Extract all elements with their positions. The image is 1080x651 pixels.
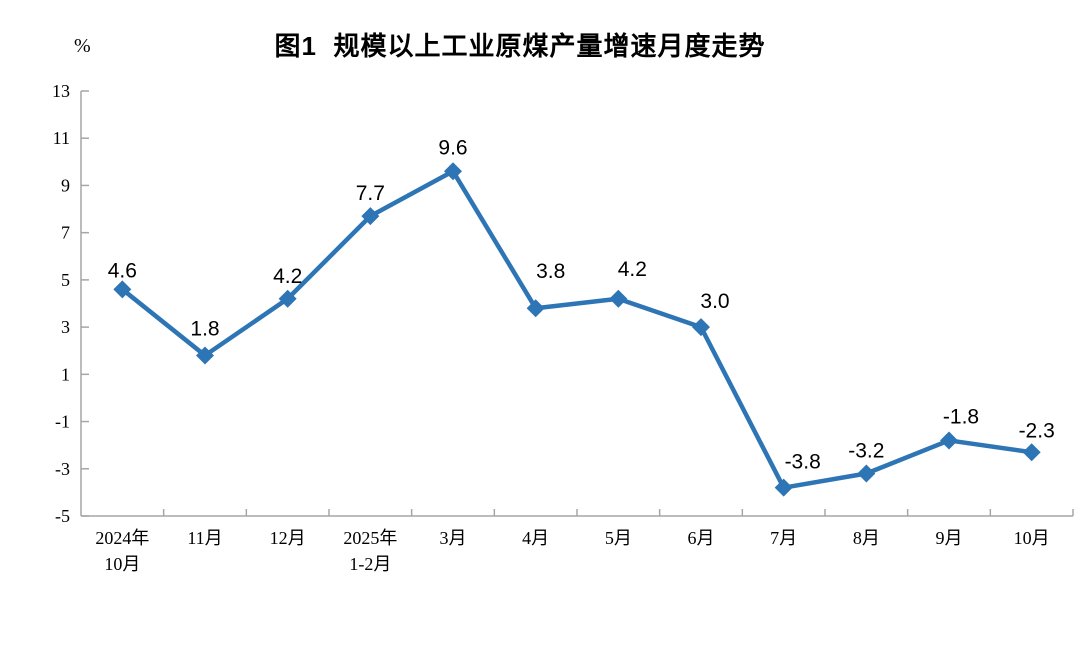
y-axis-tick-label: -5	[55, 506, 70, 526]
data-point-marker	[196, 346, 214, 365]
data-point-label: -3.2	[848, 440, 884, 463]
y-axis-tick-label: -1	[55, 412, 70, 432]
data-point-label: -3.8	[785, 451, 821, 474]
data-point-label: 1.8	[190, 317, 219, 340]
y-axis-tick-label: -3	[55, 459, 70, 479]
data-point-label: -1.8	[943, 405, 979, 428]
x-category-label: 8月	[853, 528, 880, 548]
x-category-label: 7月	[770, 528, 797, 548]
data-point-marker	[526, 299, 545, 318]
data-point-label: 4.2	[618, 258, 647, 281]
data-point-marker	[361, 207, 380, 226]
data-point-marker	[113, 280, 132, 299]
data-point-label: 7.7	[356, 182, 385, 205]
data-point-marker	[774, 478, 793, 497]
y-axis-tick-label: 1	[61, 364, 70, 384]
data-point-marker	[857, 464, 876, 483]
data-point-marker	[278, 289, 297, 308]
data-point-marker	[692, 318, 710, 337]
y-axis-unit-label: %	[74, 35, 91, 57]
x-category-label: 6月	[688, 528, 715, 548]
y-axis-tick-label: 13	[52, 81, 70, 101]
data-point-marker	[444, 162, 462, 181]
data-point-label: 3.8	[536, 260, 565, 283]
chart-title: 图1 规模以上工业原煤产量增速月度走势	[274, 31, 766, 61]
x-category-label: 4月	[522, 528, 549, 548]
data-point-label: 9.6	[438, 136, 467, 159]
x-category-label: 12月	[270, 528, 306, 548]
data-point-label: -2.3	[1019, 419, 1055, 442]
data-point-marker	[1022, 443, 1041, 462]
x-category-label: 3月	[440, 528, 467, 548]
data-point-label: 3.0	[700, 290, 729, 313]
x-category-label: 11月	[187, 528, 222, 548]
x-category-label: 10月	[1014, 528, 1050, 548]
data-point-marker	[940, 431, 958, 450]
data-point-label: 4.6	[108, 259, 137, 282]
x-category-label: 2024年 10月	[95, 528, 149, 574]
y-axis-tick-label: 7	[61, 223, 70, 243]
y-axis-tick-label: 5	[61, 270, 70, 290]
data-point-label: 4.2	[273, 265, 302, 288]
y-axis-tick-label: 3	[61, 317, 70, 337]
x-category-label: 5月	[605, 528, 632, 548]
x-category-label: 2025年 1-2月	[343, 528, 397, 574]
y-axis-tick-label: 9	[61, 175, 70, 195]
y-axis-tick-label: 11	[53, 128, 70, 148]
trend-line	[120, 169, 1032, 490]
data-point-marker	[609, 289, 628, 308]
x-category-label: 9月	[936, 528, 963, 548]
